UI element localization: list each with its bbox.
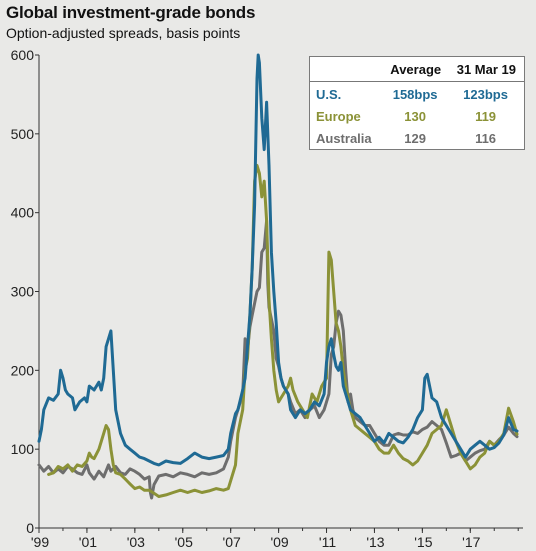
x-tick-label: '15	[414, 534, 432, 550]
x-tick-label: '13	[366, 534, 384, 550]
table-header-latest: 31 Mar 19	[449, 57, 524, 82]
spread-summary-table: Average 31 Mar 19 U.S. 158bps 123bps Eur…	[309, 56, 525, 150]
y-tick-label: 0	[26, 520, 34, 536]
row-average: 158bps	[392, 87, 438, 102]
x-tick-label: '07	[223, 534, 241, 550]
table-header-blank	[310, 57, 384, 82]
table-row-us: U.S. 158bps 123bps	[310, 82, 524, 105]
row-label: Australia	[316, 131, 372, 146]
x-tick-label: '17	[462, 534, 480, 550]
row-average: 130	[404, 109, 426, 124]
x-tick-label: '11	[319, 534, 336, 550]
row-latest: 119	[475, 109, 497, 124]
chart-subtitle: Option-adjusted spreads, basis points	[6, 25, 241, 41]
x-tick-label: '01	[79, 534, 97, 550]
x-tick-label: '03	[127, 534, 145, 550]
chart-title: Global investment-grade bonds	[6, 3, 256, 22]
series-line-us	[37, 53, 519, 467]
y-tick-label: 600	[11, 47, 35, 63]
table-row-australia: Australia 129 116	[310, 126, 524, 148]
y-tick-label: 400	[11, 205, 35, 221]
y-tick-label: 200	[11, 362, 35, 378]
row-latest: 123bps	[463, 87, 508, 102]
y-tick-label: 300	[11, 284, 35, 300]
row-label: Europe	[316, 109, 361, 124]
row-average: 129	[404, 131, 426, 146]
table-row-europe: Europe 130 119	[310, 104, 524, 126]
series-line-europe	[47, 163, 519, 498]
y-tick-label: 100	[11, 441, 35, 457]
y-tick-label: 500	[11, 126, 35, 142]
row-latest: 116	[475, 131, 497, 146]
x-tick-label: '09	[270, 534, 288, 550]
x-tick-label: '99	[31, 534, 49, 550]
row-label: U.S.	[316, 87, 342, 102]
table-header-average: Average	[383, 57, 450, 82]
x-tick-label: '05	[175, 534, 193, 550]
